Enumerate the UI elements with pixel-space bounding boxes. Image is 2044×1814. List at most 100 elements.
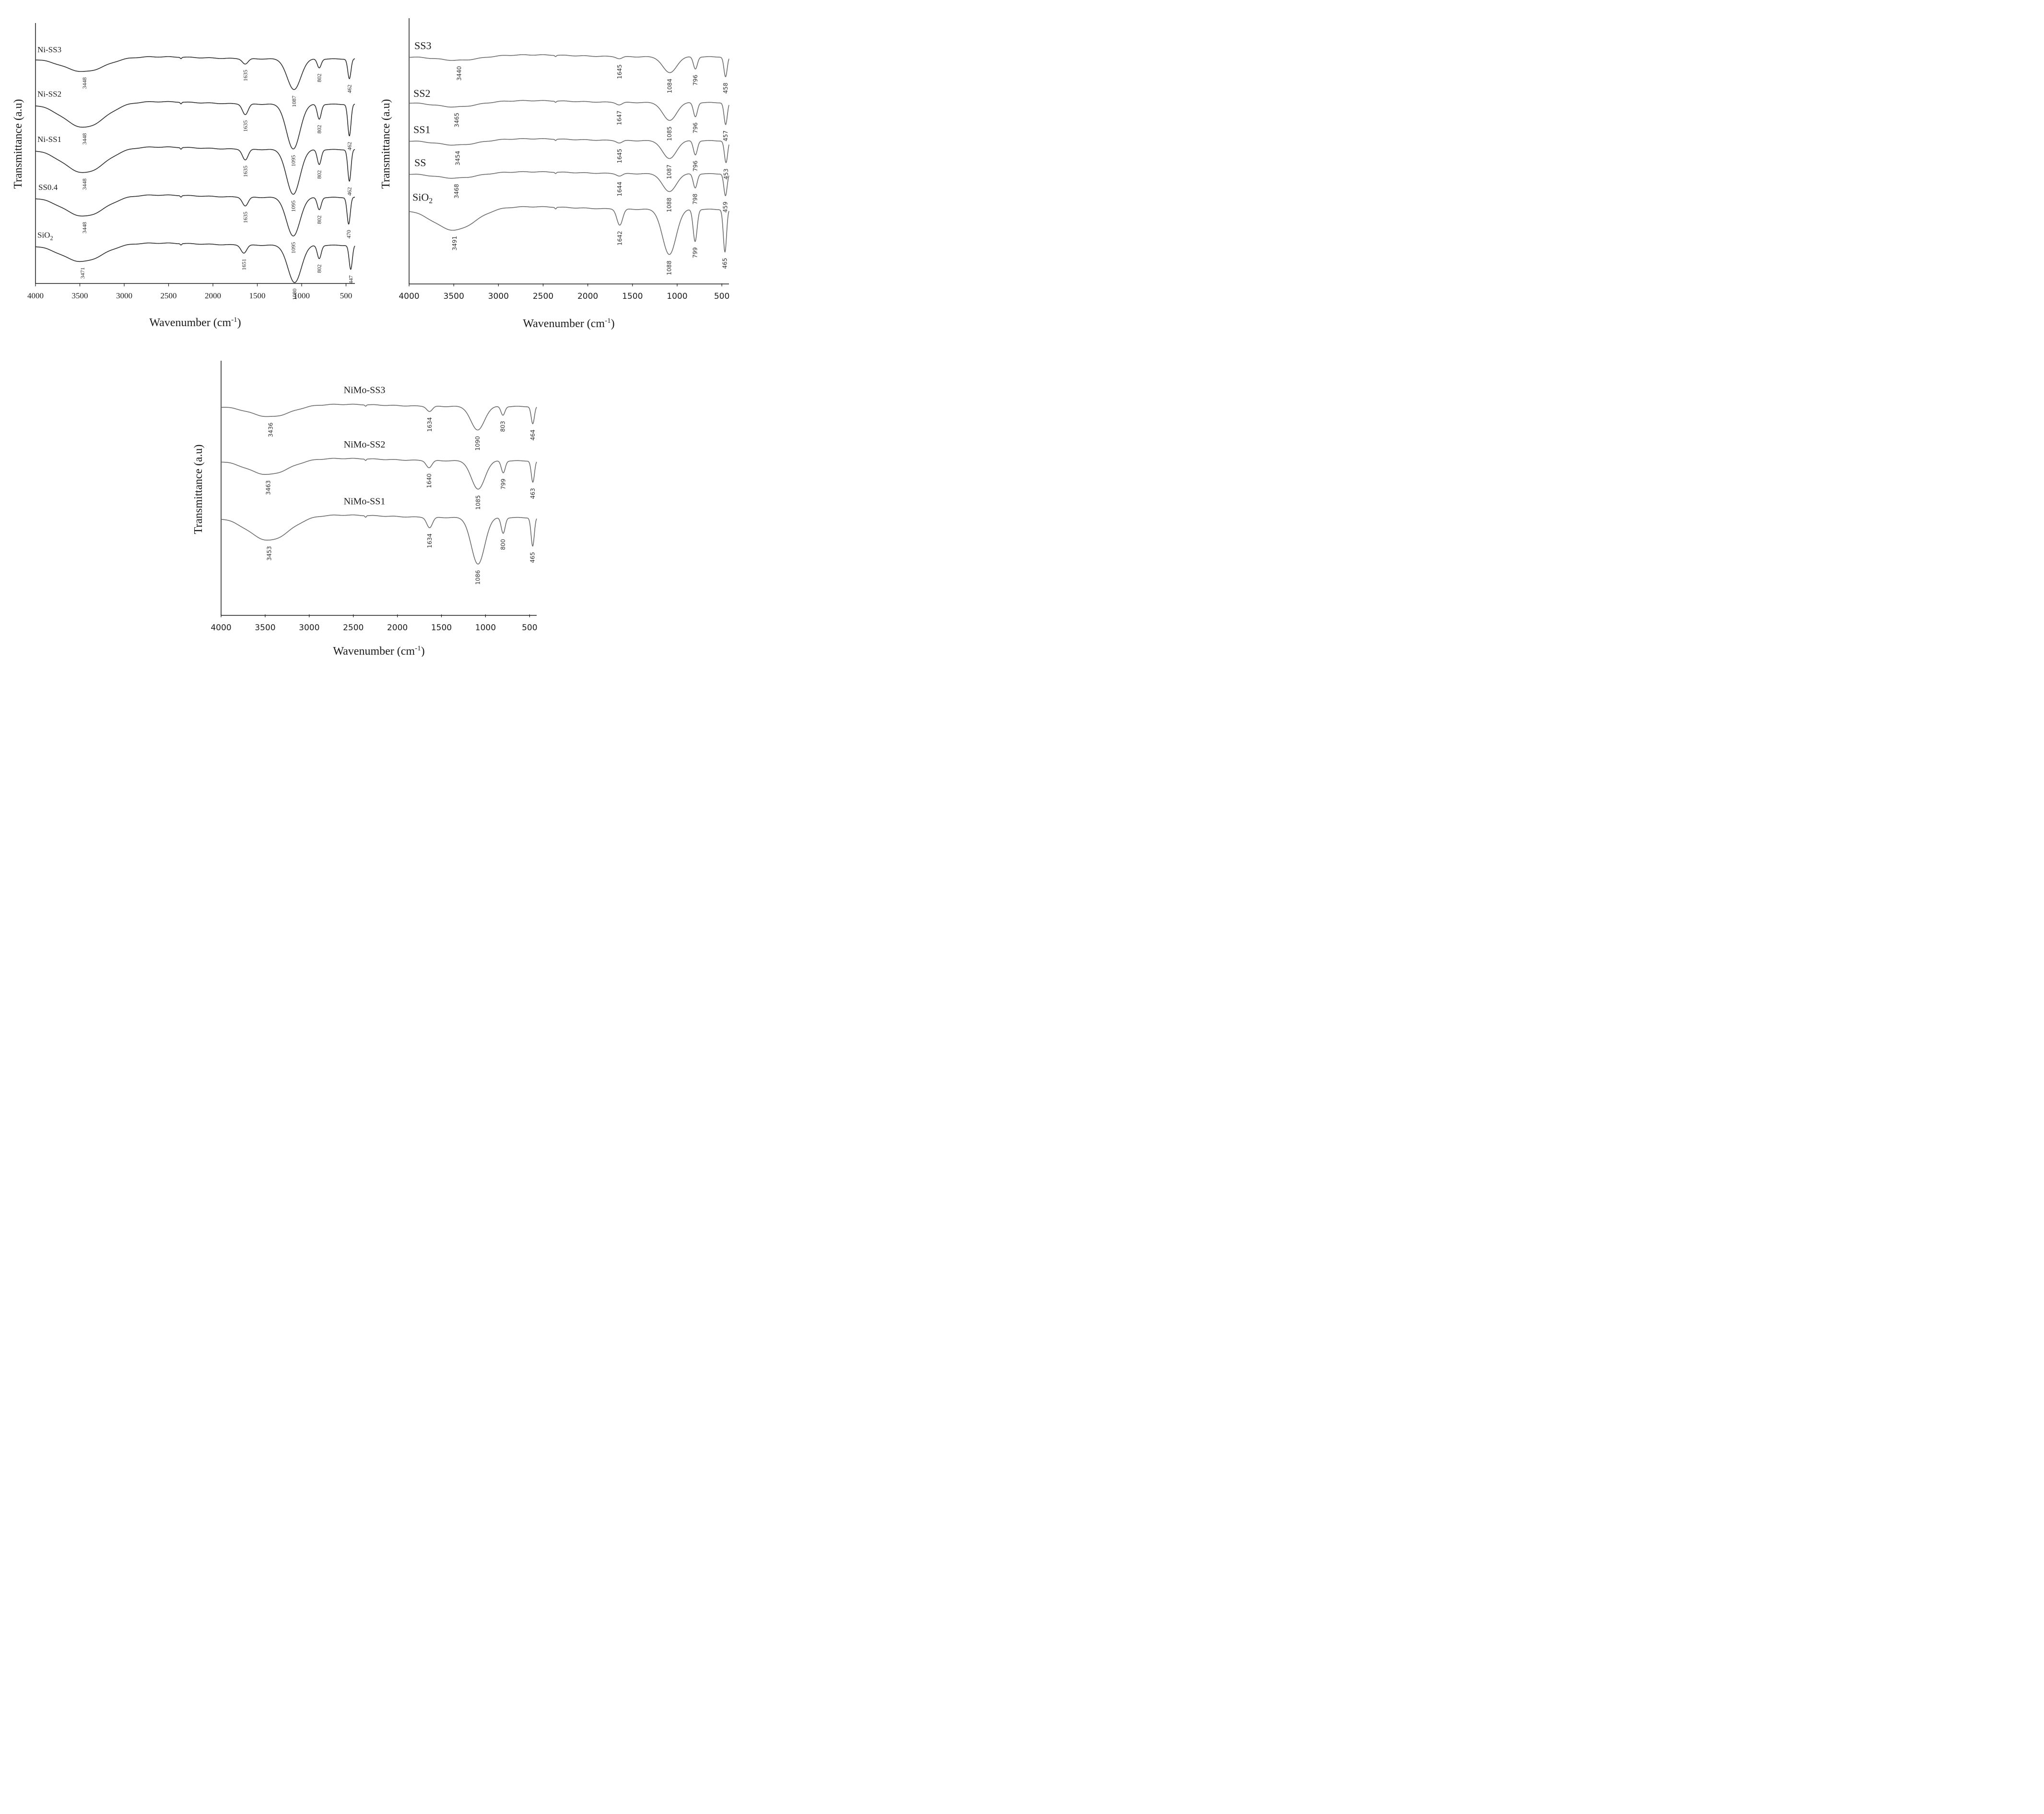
series-line — [221, 458, 537, 490]
peak-label: 1095 — [290, 200, 296, 212]
peak-label: 1635 — [242, 120, 249, 132]
peak-label: 1634 — [426, 533, 433, 548]
x-tick-label: 3000 — [299, 623, 319, 633]
series-ni-ss3: Ni-SS3 3448 1635 1087 802 462 — [35, 45, 355, 107]
peak-label: 1651 — [241, 259, 247, 270]
x-tick-label: 4000 — [399, 292, 419, 301]
peak-label: 3436 — [268, 423, 274, 437]
series-group: Ni-SS3 3448 1635 1087 802 462 Ni-SS2 3448 1635 10… — [35, 45, 355, 300]
series-label: SS2 — [413, 87, 430, 99]
series-line — [35, 242, 355, 283]
x-tick-labels: 4000 3500 3000 2500 2000 1500 1000 500 — [211, 623, 537, 633]
series-sio2: SiO2 3471 1651 1080 802 447 — [35, 231, 355, 300]
x-tick-label: 2000 — [387, 623, 408, 633]
peak-label: 1635 — [242, 165, 249, 177]
peak-label: 462 — [346, 84, 353, 93]
peak-label: 3448 — [81, 133, 88, 145]
peak-label: 799 — [500, 479, 506, 490]
series-nimo-ss3: NiMo-SS3 3436 1634 1090 803 464 — [221, 385, 537, 451]
chart-panel-nimo: 4000 3500 3000 2500 2000 1500 1000 500 NiMo-SS3… — [192, 361, 538, 657]
x-tick-label: 500 — [340, 291, 352, 300]
peak-label: 799 — [692, 247, 698, 258]
peak-label: 1086 — [475, 570, 482, 585]
y-axis-title: Transmittance (a.u) — [192, 444, 205, 534]
peak-label: 3448 — [81, 222, 88, 234]
peak-label: 465 — [529, 552, 536, 563]
peak-label: 1085 — [475, 495, 482, 510]
series-ss2: SS2 3465 1647 1085 796 457 — [409, 87, 729, 141]
peak-label: 1634 — [426, 417, 433, 432]
peak-label: 459 — [722, 201, 729, 212]
x-tick-label: 3000 — [488, 292, 509, 301]
x-tick-label: 3000 — [116, 291, 132, 300]
peak-label: 457 — [722, 130, 729, 141]
x-tick-label: 2500 — [343, 623, 364, 633]
series-label: NiMo-SS2 — [344, 439, 386, 450]
x-tick-label: 1000 — [475, 623, 496, 633]
series-label: Ni-SS2 — [37, 90, 61, 99]
peak-label: 1080 — [291, 289, 298, 300]
series-line — [409, 171, 729, 196]
peak-label: 1095 — [290, 242, 296, 254]
x-tick-label: 1500 — [249, 291, 266, 300]
x-ticks — [221, 614, 530, 617]
peak-label: 462 — [346, 187, 353, 196]
series-ss: SS 3468 1644 1088 798 459 — [409, 156, 729, 212]
x-tick-label: 2500 — [161, 291, 177, 300]
peak-label: 3468 — [453, 184, 460, 199]
peak-label: 1640 — [426, 473, 433, 488]
peak-label: 3463 — [265, 480, 272, 495]
series-line — [35, 56, 355, 90]
series-ni-ss2: Ni-SS2 3448 1635 1095 802 462 — [35, 90, 355, 166]
peak-label: 1645 — [616, 149, 623, 164]
peak-label: 465 — [722, 258, 728, 269]
peak-label: 802 — [316, 73, 323, 82]
x-tick-label: 2000 — [205, 291, 221, 300]
x-tick-label: 1500 — [431, 623, 452, 633]
series-line — [221, 403, 537, 431]
peak-label: 796 — [692, 161, 699, 172]
peak-label: 453 — [723, 168, 729, 179]
series-line — [409, 54, 729, 77]
peak-label: 800 — [500, 539, 506, 550]
peak-label: 802 — [316, 125, 323, 133]
x-tick-label: 1500 — [622, 292, 643, 301]
series-label: SiO2 — [37, 231, 53, 242]
series-label: NiMo-SS3 — [344, 385, 386, 396]
series-line — [35, 146, 355, 195]
peak-label: 464 — [529, 430, 536, 441]
peak-label: 470 — [345, 230, 352, 238]
peak-label: 802 — [316, 264, 323, 273]
x-tick-label: 2000 — [577, 292, 598, 301]
peak-label: 3440 — [456, 66, 462, 81]
x-tick-label: 3500 — [72, 291, 88, 300]
series-label: SS3 — [414, 40, 431, 52]
peak-label: 3465 — [454, 113, 460, 128]
peak-label: 1645 — [616, 64, 623, 79]
peak-label: 463 — [529, 488, 536, 499]
peak-label: 798 — [692, 194, 699, 205]
peak-label: 1087 — [291, 95, 297, 107]
peak-label: 1647 — [616, 111, 623, 126]
peak-label: 3448 — [81, 178, 88, 190]
x-tick-label: 500 — [522, 623, 537, 633]
chart-panel-ss: 4000 3500 3000 2500 2000 1500 1000 500 SS3 3440 1… — [380, 18, 729, 330]
x-tick-label: 4000 — [211, 623, 231, 633]
series-line — [35, 101, 355, 150]
series-group: NiMo-SS3 3436 1634 1090 803 464 NiMo-SS2 3463 16… — [221, 385, 537, 585]
peak-label: 1095 — [290, 155, 296, 166]
peak-label: 1085 — [666, 127, 673, 141]
peak-label: 803 — [500, 421, 506, 432]
x-axis-title: Wavenumber (cm-1) — [523, 317, 614, 330]
x-tick-label: 4000 — [27, 291, 44, 300]
x-axis-title: Wavenumber (cm-1) — [333, 645, 424, 657]
series-ss1: SS1 3454 1645 1087 796 453 — [409, 124, 729, 179]
peak-label: 1088 — [666, 198, 673, 212]
peak-label: 1090 — [474, 436, 481, 451]
series-label: SiO2 — [412, 191, 433, 205]
series-label: SS — [414, 156, 426, 168]
series-ni-ss1: Ni-SS1 3448 1635 1095 802 462 — [35, 135, 355, 212]
x-tick-labels: 4000 3500 3000 2500 2000 1500 1000 500 — [399, 292, 729, 301]
series-ss3: SS3 3440 1645 1084 796 458 — [409, 40, 729, 94]
peak-label: 447 — [347, 275, 354, 284]
